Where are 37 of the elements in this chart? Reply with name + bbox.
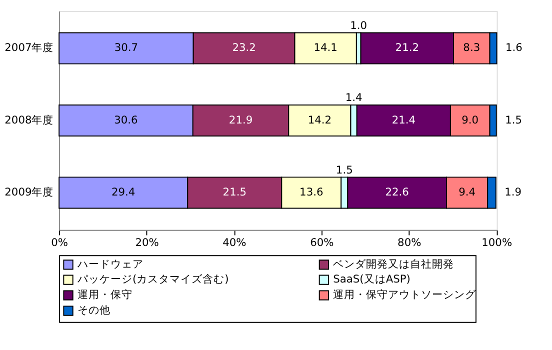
data-label: 1.5 [336, 163, 353, 176]
data-label: 1.4 [345, 91, 362, 104]
y-tick-label: 2008年度 [4, 113, 54, 126]
data-label: 1.5 [505, 113, 522, 126]
data-label: 21.2 [395, 41, 420, 54]
y-tick-label: 2007年度 [4, 41, 54, 54]
x-tick-label: 20% [135, 236, 159, 249]
data-label: 9.0 [462, 113, 479, 126]
legend-label: ベンダ開発又は自社開発 [333, 258, 454, 271]
data-label: 21.4 [392, 113, 416, 126]
x-tick-label: 60% [310, 236, 334, 249]
legend-label: SaaS(又はASP) [333, 272, 410, 286]
data-label: 23.2 [232, 41, 256, 54]
legend-label: 運用・保守アウトソーシング [333, 288, 478, 302]
data-label: 13.6 [300, 186, 324, 199]
data-label: 1.6 [506, 41, 523, 54]
data-label: 30.6 [114, 113, 138, 126]
x-tick-label: 0% [51, 236, 68, 249]
data-label: 14.2 [308, 113, 332, 126]
legend-label: 運用・保守 [77, 288, 132, 302]
data-label: 21.9 [228, 113, 253, 126]
x-tick-label: 100% [482, 236, 512, 249]
data-label: 22.6 [385, 186, 410, 199]
data-label: 14.1 [314, 41, 338, 54]
legend-label: パッケージ(カスタマイズ含む) [76, 272, 229, 286]
data-label: 1.9 [504, 186, 522, 199]
y-tick-label: 2009年度 [4, 186, 54, 199]
legend-label: ハードウェア [76, 258, 144, 271]
data-label: 9.4 [458, 186, 476, 199]
data-label: 29.4 [112, 186, 136, 199]
legend-label: その他 [77, 304, 110, 317]
data-label: 30.7 [114, 41, 138, 54]
x-tick-label: 80% [398, 236, 422, 249]
data-label: 1.0 [350, 18, 368, 32]
data-label: 21.5 [222, 186, 246, 199]
x-tick-label: 40% [222, 236, 246, 249]
data-label: 8.3 [463, 41, 480, 54]
